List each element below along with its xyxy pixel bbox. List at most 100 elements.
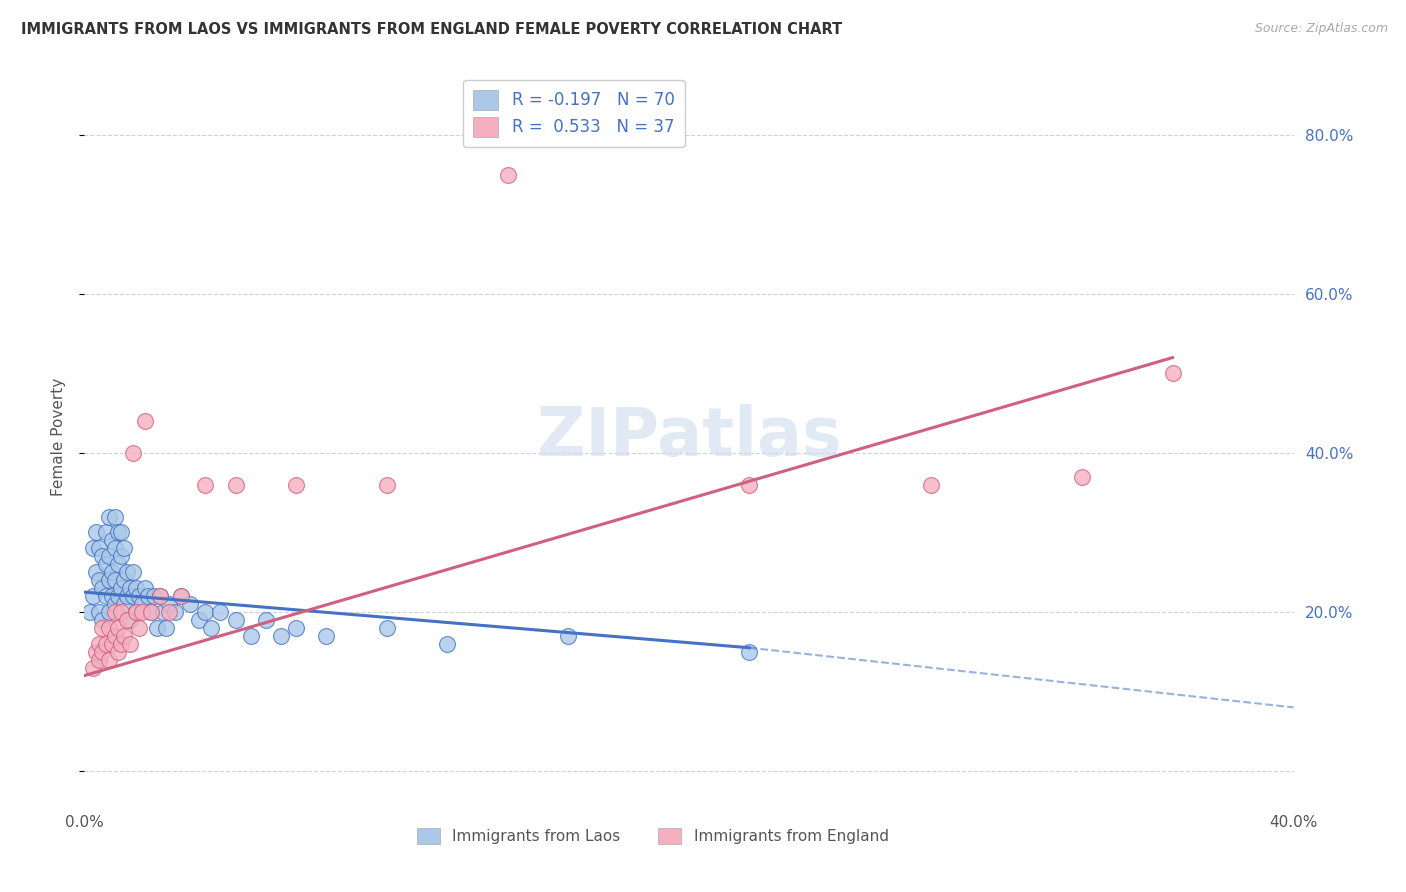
Point (82, 541, 104, 556)
Point (139, 605, 162, 619)
Point (79, 605, 101, 619)
Point (225, 613, 247, 627)
Point (131, 605, 153, 619)
Point (91, 645, 114, 659)
Point (104, 573, 127, 587)
Point (107, 621, 129, 635)
Point (131, 597, 153, 611)
Point (285, 621, 308, 635)
Point (91, 581, 114, 595)
Point (149, 589, 172, 603)
Point (110, 581, 132, 595)
Point (149, 589, 172, 603)
Point (97, 509, 120, 524)
Point (94, 525, 117, 540)
Point (86, 525, 108, 540)
Point (104, 629, 127, 643)
Point (97, 573, 120, 587)
Text: IMMIGRANTS FROM LAOS VS IMMIGRANTS FROM ENGLAND FEMALE POVERTY CORRELATION CHART: IMMIGRANTS FROM LAOS VS IMMIGRANTS FROM … (21, 22, 842, 37)
Y-axis label: Female Poverty: Female Poverty (51, 378, 66, 496)
Point (89, 573, 111, 587)
Point (134, 581, 156, 595)
Point (1071, 470, 1094, 484)
Point (89, 653, 111, 667)
Point (157, 605, 180, 619)
Point (100, 589, 122, 603)
Point (86, 566, 108, 580)
Point (110, 549, 132, 564)
Point (194, 477, 217, 491)
Point (100, 533, 122, 548)
Point (89, 541, 111, 556)
Point (107, 558, 129, 572)
Point (115, 613, 138, 627)
Point (112, 597, 135, 611)
Point (157, 597, 180, 611)
Point (496, 168, 519, 182)
Point (125, 605, 148, 619)
Point (100, 637, 122, 651)
Point (146, 621, 169, 635)
Point (112, 573, 135, 587)
Point (315, 629, 337, 643)
Point (97, 653, 120, 667)
Point (104, 605, 127, 619)
Point (97, 621, 120, 635)
Point (82, 589, 104, 603)
Point (115, 589, 138, 603)
Point (200, 621, 222, 635)
Point (97, 549, 120, 564)
Point (134, 414, 156, 428)
Point (152, 605, 174, 619)
Point (100, 566, 122, 580)
Point (225, 477, 247, 491)
Point (104, 597, 127, 611)
Point (1161, 367, 1184, 381)
Point (91, 613, 114, 627)
Point (104, 541, 127, 556)
Point (97, 605, 120, 619)
Point (115, 566, 138, 580)
Point (165, 605, 187, 619)
Point (142, 589, 165, 603)
Text: Source: ZipAtlas.com: Source: ZipAtlas.com (1254, 22, 1388, 36)
Point (209, 605, 232, 619)
Point (94, 637, 117, 651)
Point (110, 605, 132, 619)
Point (194, 605, 217, 619)
Point (89, 637, 111, 651)
Point (155, 621, 177, 635)
Point (170, 589, 193, 603)
Point (82, 660, 104, 674)
Point (104, 509, 127, 524)
Point (91, 621, 114, 635)
Point (107, 525, 129, 540)
Point (920, 477, 942, 491)
Point (118, 637, 141, 651)
Point (139, 605, 162, 619)
Point (285, 477, 308, 491)
Point (738, 477, 761, 491)
Point (121, 446, 143, 460)
Point (270, 629, 292, 643)
Point (121, 566, 143, 580)
Point (107, 645, 129, 659)
Point (738, 645, 761, 659)
Point (125, 605, 148, 619)
Point (118, 613, 141, 627)
Legend: Immigrants from Laos, Immigrants from England: Immigrants from Laos, Immigrants from En… (411, 822, 894, 850)
Point (94, 558, 117, 572)
Point (136, 589, 159, 603)
Point (110, 637, 132, 651)
Point (121, 589, 143, 603)
Point (107, 589, 129, 603)
Point (239, 629, 262, 643)
Point (436, 637, 458, 651)
Point (128, 589, 150, 603)
Point (94, 589, 117, 603)
Point (89, 605, 111, 619)
Point (170, 589, 193, 603)
Point (254, 613, 277, 627)
Point (179, 597, 201, 611)
Point (557, 629, 579, 643)
